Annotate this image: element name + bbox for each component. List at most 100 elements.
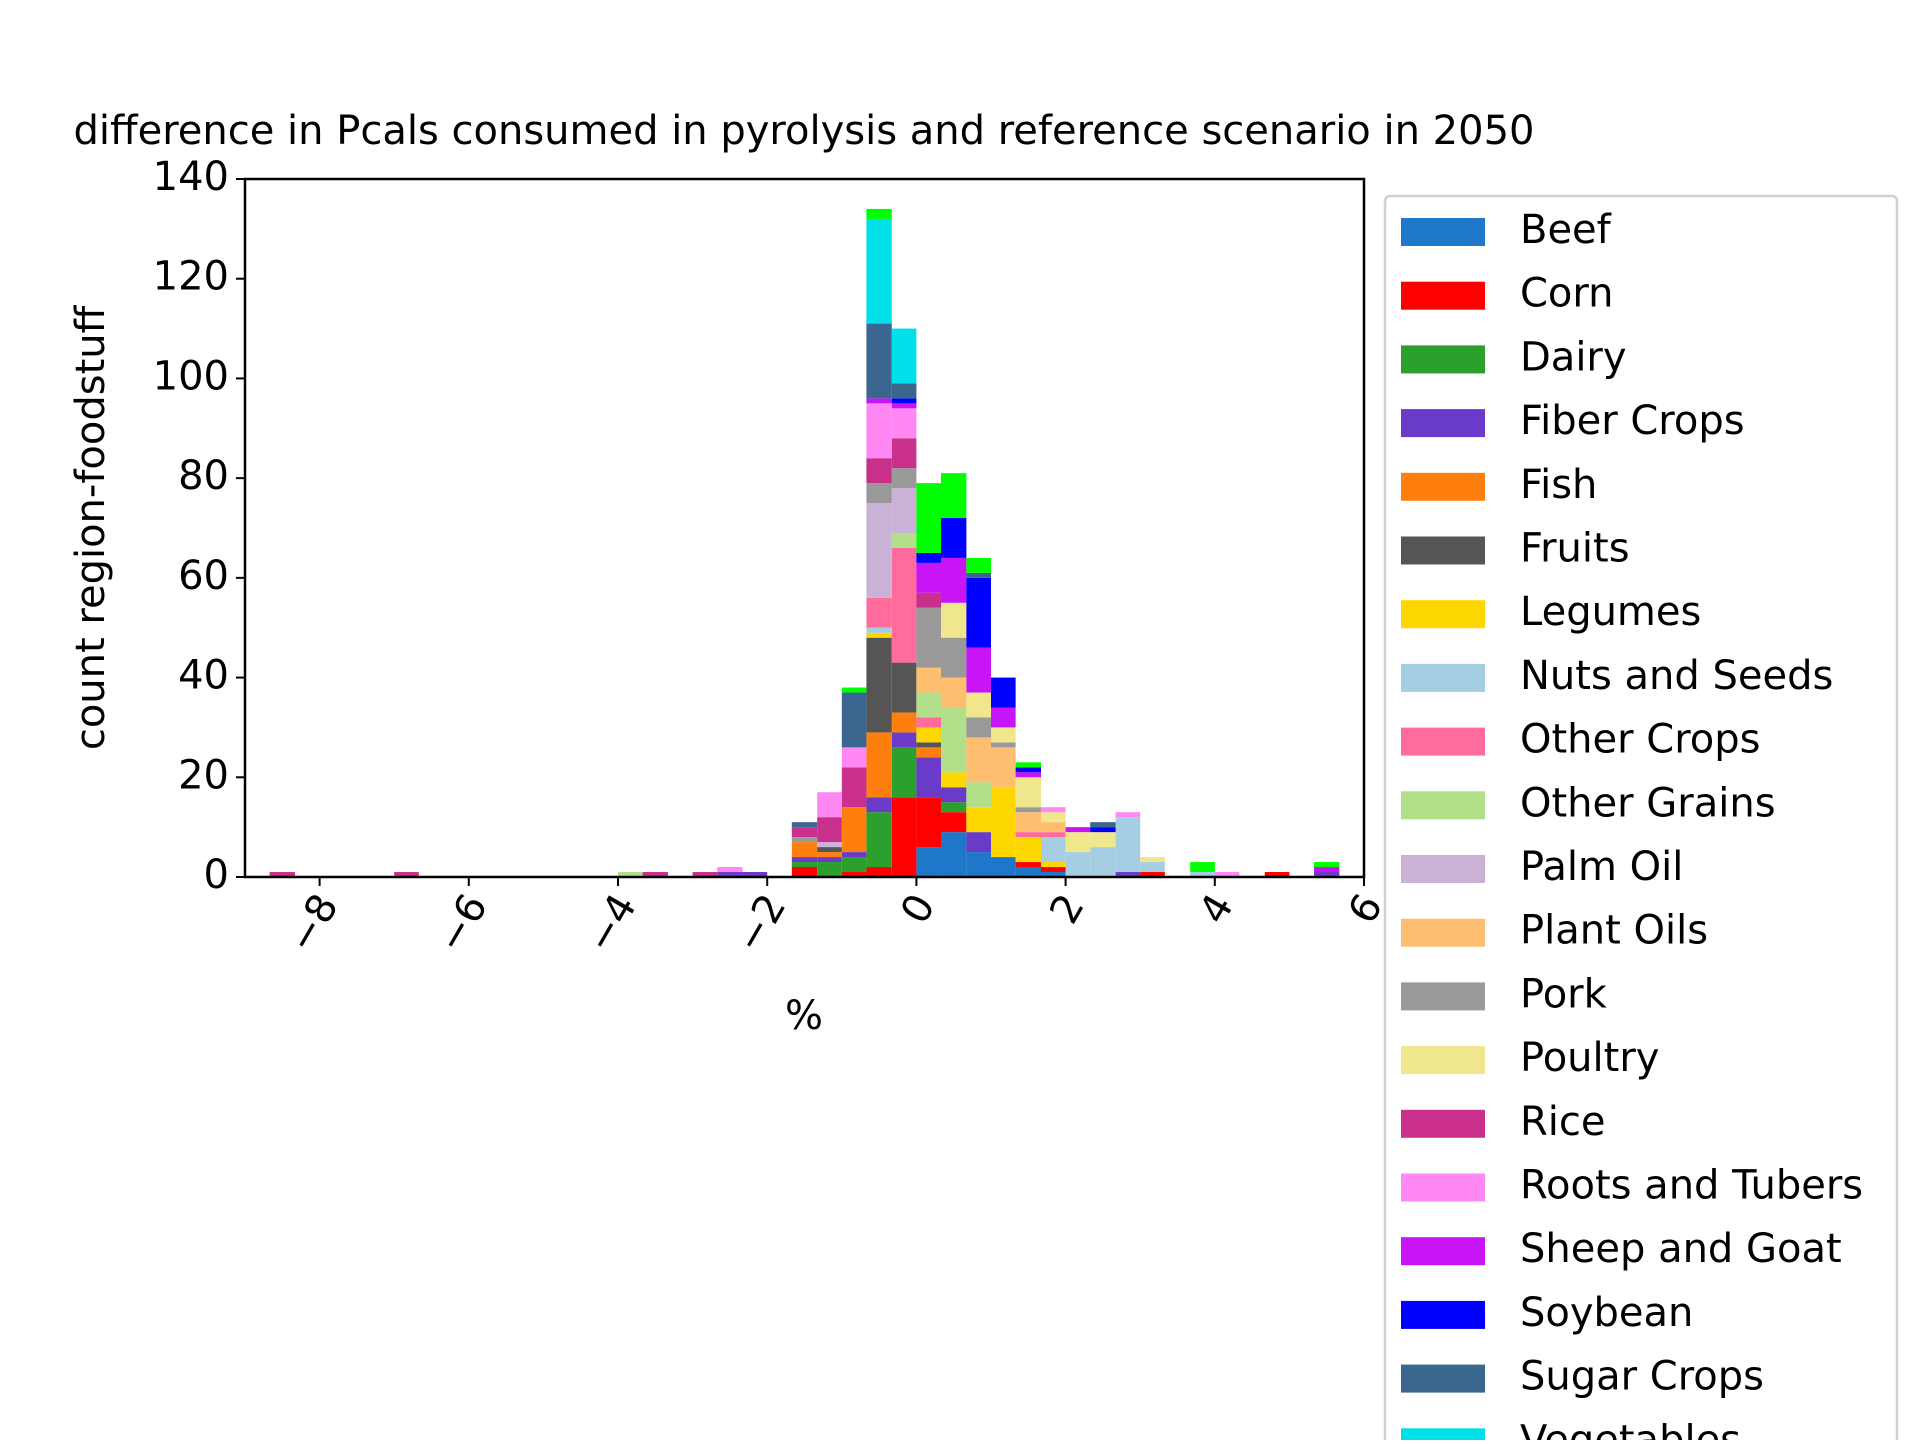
histogram-bar [1040,812,1066,823]
histogram-bar [891,468,917,489]
y-tick-label: 120 [153,254,229,300]
legend-swatch [1401,982,1485,1011]
histogram-bar [891,398,917,404]
legend-label: Fiber Crops [1520,398,1745,444]
histogram-bar [966,737,991,783]
legend-label: Plant Oils [1520,908,1708,954]
histogram-bar [866,398,892,404]
legend-label: Fruits [1520,526,1630,572]
histogram-bar [941,832,967,877]
histogram-bar [841,872,867,877]
histogram-bar [1090,822,1116,828]
histogram-bar [941,602,967,638]
histogram-bar [916,667,942,693]
histogram-bar [817,852,842,858]
legend-swatch [1401,663,1485,692]
histogram-bar [991,727,1016,743]
histogram-bar [916,747,942,758]
x-tick-label: 0 [892,887,945,932]
histogram-bar [866,218,892,324]
histogram-bar [941,677,967,708]
histogram-bar [692,872,718,877]
legend-swatch [1401,1364,1485,1393]
histogram-bar [891,732,917,748]
chart-title: difference in Pcals consumed in pyrolysi… [74,108,1535,154]
histogram-bar [966,782,991,808]
histogram-bar [1314,862,1340,868]
histogram-bar [916,847,942,877]
histogram-bar [991,787,1016,858]
y-tick-label: 60 [178,553,229,599]
legend-swatch [1401,855,1485,883]
histogram-bar [394,872,419,877]
histogram-bar [817,792,842,818]
histogram-bar [1015,767,1041,773]
histogram-bar [966,852,991,877]
histogram-bar [916,797,942,848]
histogram-bar [1190,862,1215,873]
histogram-bar [1314,867,1340,873]
histogram-bar [1015,762,1041,768]
histogram-bar [1140,872,1165,877]
histogram-bar [941,802,967,813]
histogram-bar [1314,872,1340,877]
histogram-bar [742,872,768,877]
histogram-bar [1214,872,1240,877]
histogram-bar [1015,832,1041,838]
histogram-bar [791,842,818,858]
histogram-bar [841,687,867,693]
histogram-bar [866,632,892,638]
histogram-bar [1140,862,1165,873]
legend-label: Legumes [1520,589,1701,635]
histogram-bar [866,867,892,877]
axes-frame [243,177,1366,879]
histogram-bar [941,787,967,803]
legend-swatch [1401,600,1485,629]
legend-swatch [1401,1428,1485,1444]
legend-label: Fish [1520,462,1597,508]
histogram-bar [1040,807,1066,813]
histogram-bar [866,458,892,484]
legend-label: Rice [1520,1099,1606,1145]
x-tick-label: −4 [577,887,646,961]
x-tick-label: −6 [428,887,497,961]
legend-swatch [1401,1237,1485,1266]
histogram-bar [866,597,892,628]
histogram-bar [866,503,892,598]
histogram-bar [791,837,818,843]
histogram-bar [1090,832,1116,848]
legend-label: Roots and Tubers [1520,1163,1863,1209]
histogram-bar [642,872,668,877]
histogram-bar [991,857,1016,877]
histogram-bar [1090,827,1116,833]
histogram-bar [891,328,917,384]
histogram-bar [841,807,867,853]
histogram-bar [791,827,818,838]
y-tick-label: 100 [153,353,229,399]
x-tick-label: −8 [278,887,347,961]
legend-label: Palm Oil [1520,844,1683,890]
histogram-bar [891,403,917,409]
histogram-bar [1015,862,1041,868]
histogram-bar [941,707,967,773]
histogram-bar [841,692,867,748]
legend-swatch [1401,791,1485,820]
histogram-bar [991,707,1016,728]
histogram-bar [891,712,917,733]
histogram-bar [1015,777,1041,808]
histogram-bar [1040,822,1066,833]
x-tick-label: −2 [726,887,795,961]
histogram-bar [866,483,892,504]
histogram-bar [991,747,1016,788]
histogram-bar [841,747,867,768]
histogram-bar [941,772,967,788]
legend-label: Sheep and Goat [1520,1226,1842,1272]
histogram-bar [891,532,917,548]
histogram-bar [866,323,892,399]
histogram-bar [916,592,942,608]
histogram-bar [891,438,917,469]
histogram-bar [1015,807,1041,813]
histogram-bar [966,807,991,833]
x-tick-label: 4 [1190,887,1243,932]
